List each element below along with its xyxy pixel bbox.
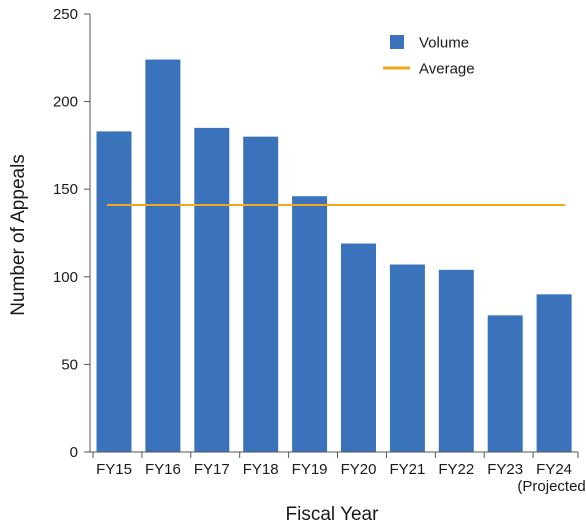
bar-fy19 (292, 196, 328, 452)
x-axis-title: Fiscal Year (286, 504, 380, 525)
x-tick-sublabel: (Projected) (517, 478, 586, 495)
x-tick-label: FY21 (389, 461, 425, 478)
x-tick-label: FY24 (536, 461, 572, 478)
y-axis: 0 50 100 150 200 250 (53, 6, 91, 461)
y-tick-label: 100 (53, 269, 78, 286)
x-tick-label: FY15 (96, 461, 132, 478)
legend-volume-label: Volume (419, 35, 469, 52)
bar-fy15 (96, 131, 132, 452)
bar-fy17 (194, 127, 230, 452)
bar-fy24 (536, 294, 572, 452)
bars (96, 59, 572, 452)
x-tick-label: FY16 (145, 461, 181, 478)
x-tick-label: FY17 (194, 461, 230, 478)
x-tick-label: FY19 (292, 461, 328, 478)
legend-average-label: Average (419, 61, 475, 78)
x-tick-label: FY22 (438, 461, 474, 478)
legend-volume-swatch (390, 35, 404, 49)
x-axis: FY15 FY16 FY17 FY18 FY19 FY20 FY21 FY22 FY23 FY24… (90, 451, 586, 495)
legend: Volume Average (383, 35, 475, 78)
x-tick-label: FY23 (487, 461, 523, 478)
y-tick-label: 150 (53, 181, 78, 198)
x-tick-label: FY18 (243, 461, 279, 478)
y-tick-label: 200 (53, 94, 78, 111)
y-tick-label: 50 (61, 356, 78, 373)
y-axis-title: Number of Appeals (8, 154, 29, 316)
bar-fy20 (341, 243, 376, 452)
bar-fy18 (243, 136, 279, 452)
bar-fy22 (438, 269, 474, 452)
bar-fy23 (487, 315, 523, 452)
bar-fy16 (145, 59, 181, 452)
x-tick-label: FY20 (341, 461, 377, 478)
bar-fy21 (389, 264, 425, 452)
y-tick-label: 0 (70, 444, 78, 461)
y-tick-label: 250 (53, 6, 78, 23)
